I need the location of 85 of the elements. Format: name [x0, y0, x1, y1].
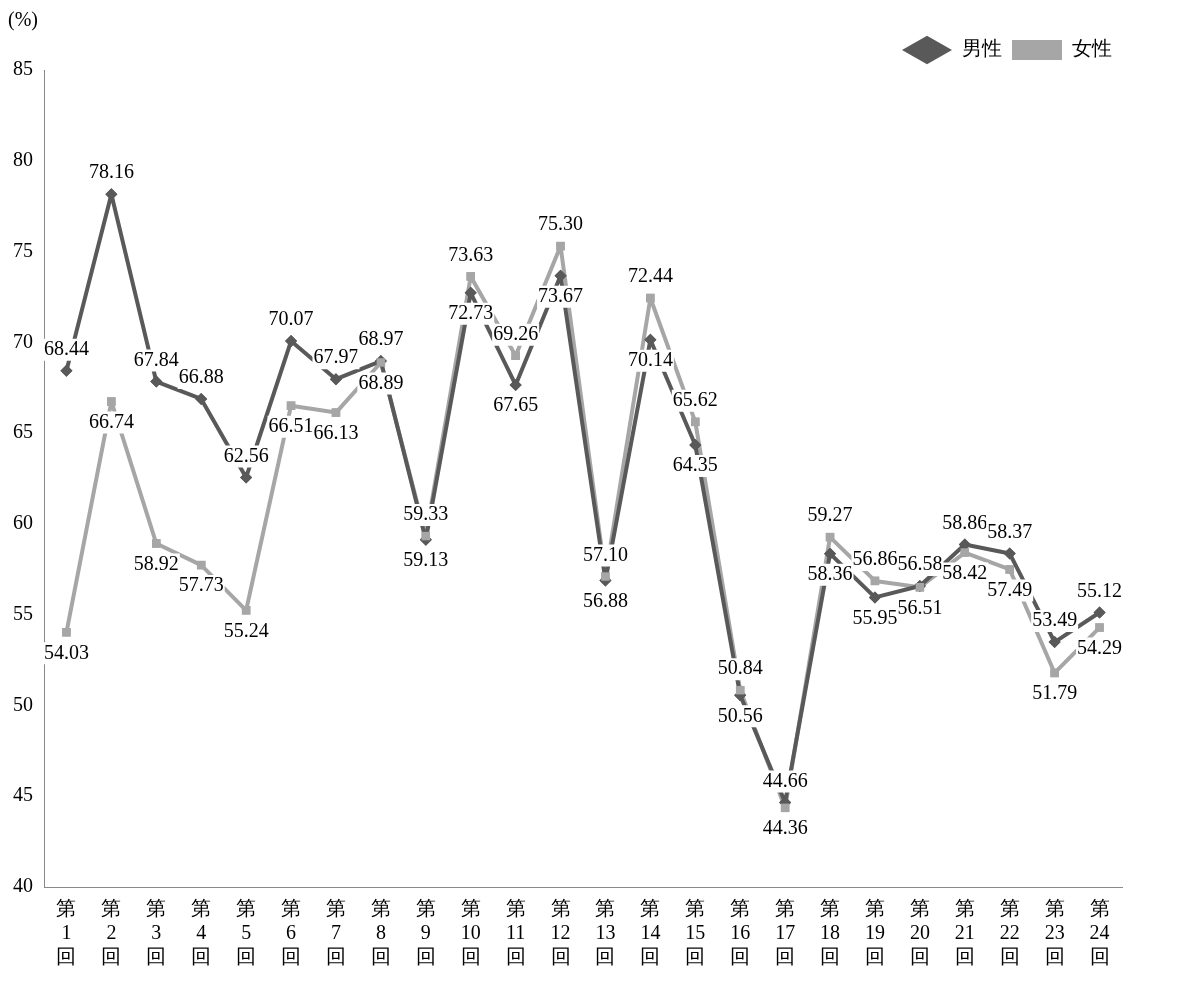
x-tick-label: 第14回: [640, 897, 661, 968]
data-label: 59.33: [403, 502, 449, 525]
data-label: 54.03: [43, 640, 89, 663]
data-label: 50.56: [717, 703, 763, 726]
data-label: 67.65: [493, 393, 539, 416]
data-label: 59.13: [403, 547, 449, 570]
x-tick-label: 第17回: [775, 897, 796, 968]
data-label: 55.12: [1077, 578, 1123, 601]
x-tick-label: 第7回: [325, 897, 346, 968]
x-tick-label: 第21回: [954, 897, 975, 968]
data-label: 64.35: [672, 453, 718, 476]
y-tick-label: 80: [13, 148, 33, 171]
x-tick-label: 第16回: [730, 897, 751, 968]
x-tick-label: 第20回: [909, 897, 930, 968]
x-tick-label: 第3回: [146, 897, 167, 968]
x-tick-label: 第10回: [460, 897, 481, 968]
data-label: 57.10: [582, 542, 628, 565]
x-tick-label: 第6回: [281, 897, 302, 968]
data-label: 78.16: [88, 160, 134, 183]
x-tick-label: 第24回: [1089, 897, 1110, 968]
data-label: 57.49: [987, 577, 1033, 600]
data-label: 59.27: [807, 503, 853, 526]
y-tick-label: 55: [13, 601, 33, 624]
data-label: 58.37: [987, 519, 1033, 542]
x-tick-label: 第2回: [101, 897, 122, 968]
y-tick-label: 50: [13, 692, 33, 715]
data-label: 44.36: [762, 816, 808, 839]
data-label: 68.97: [358, 327, 404, 350]
y-tick-label: 65: [13, 420, 33, 443]
data-label: 50.84: [717, 656, 763, 679]
data-label: 67.84: [133, 347, 179, 370]
data-label: 56.51: [897, 595, 943, 618]
data-label: 53.49: [1032, 608, 1078, 631]
data-label: 66.51: [268, 413, 314, 436]
data-label: 75.30: [538, 212, 584, 235]
data-label: 62.56: [223, 443, 269, 466]
data-label: 56.86: [852, 547, 898, 570]
data-label: 72.44: [627, 264, 673, 287]
x-tick-label: 第18回: [820, 897, 841, 968]
data-label: 65.62: [672, 388, 718, 411]
data-label: 68.44: [43, 336, 89, 359]
y-tick-label: 70: [13, 329, 33, 352]
data-label: 73.67: [538, 283, 584, 306]
x-tick-label: 第9回: [415, 897, 436, 968]
data-label: 58.42: [942, 560, 988, 583]
data-label: 58.86: [942, 510, 988, 533]
data-label: 68.89: [358, 370, 404, 393]
data-label: 67.97: [313, 345, 359, 368]
data-label: 66.88: [178, 365, 224, 388]
y-tick-label: 45: [13, 783, 33, 806]
data-label: 55.24: [223, 618, 269, 641]
legend-label: 男性: [962, 37, 1002, 60]
data-label: 58.36: [807, 561, 853, 584]
data-label: 57.73: [178, 573, 224, 596]
x-tick-label: 第12回: [550, 897, 571, 968]
x-tick-label: 第22回: [999, 897, 1020, 968]
x-tick-label: 第15回: [685, 897, 706, 968]
data-label: 70.14: [627, 348, 673, 371]
data-label: 66.74: [88, 409, 134, 432]
legend-label: 女性: [1072, 37, 1112, 60]
data-label: 51.79: [1032, 681, 1078, 704]
data-label: 72.73: [448, 301, 494, 324]
x-tick-label: 第11回: [505, 897, 526, 968]
y-axis-title: (%): [8, 8, 38, 31]
data-label: 73.63: [448, 242, 494, 265]
data-label: 56.58: [897, 552, 943, 575]
x-tick-label: 第19回: [864, 897, 885, 968]
x-tick-label: 第1回: [56, 897, 77, 968]
data-label: 56.88: [582, 588, 628, 611]
y-tick-label: 75: [13, 238, 33, 261]
data-label: 58.92: [133, 551, 179, 574]
y-tick-label: 40: [13, 874, 33, 897]
x-tick-label: 第8回: [370, 897, 391, 968]
data-label: 44.66: [762, 768, 808, 791]
data-label: 55.95: [852, 605, 898, 628]
data-label: 66.13: [313, 420, 359, 443]
y-tick-label: 85: [13, 57, 33, 80]
y-tick-label: 60: [13, 511, 33, 534]
x-tick-label: 第5回: [236, 897, 257, 968]
x-tick-label: 第23回: [1044, 897, 1065, 968]
x-tick-label: 第13回: [595, 897, 616, 968]
data-label: 69.26: [493, 322, 539, 345]
data-label: 70.07: [268, 307, 314, 330]
x-tick-label: 第4回: [191, 897, 212, 968]
data-label: 54.29: [1077, 635, 1123, 658]
